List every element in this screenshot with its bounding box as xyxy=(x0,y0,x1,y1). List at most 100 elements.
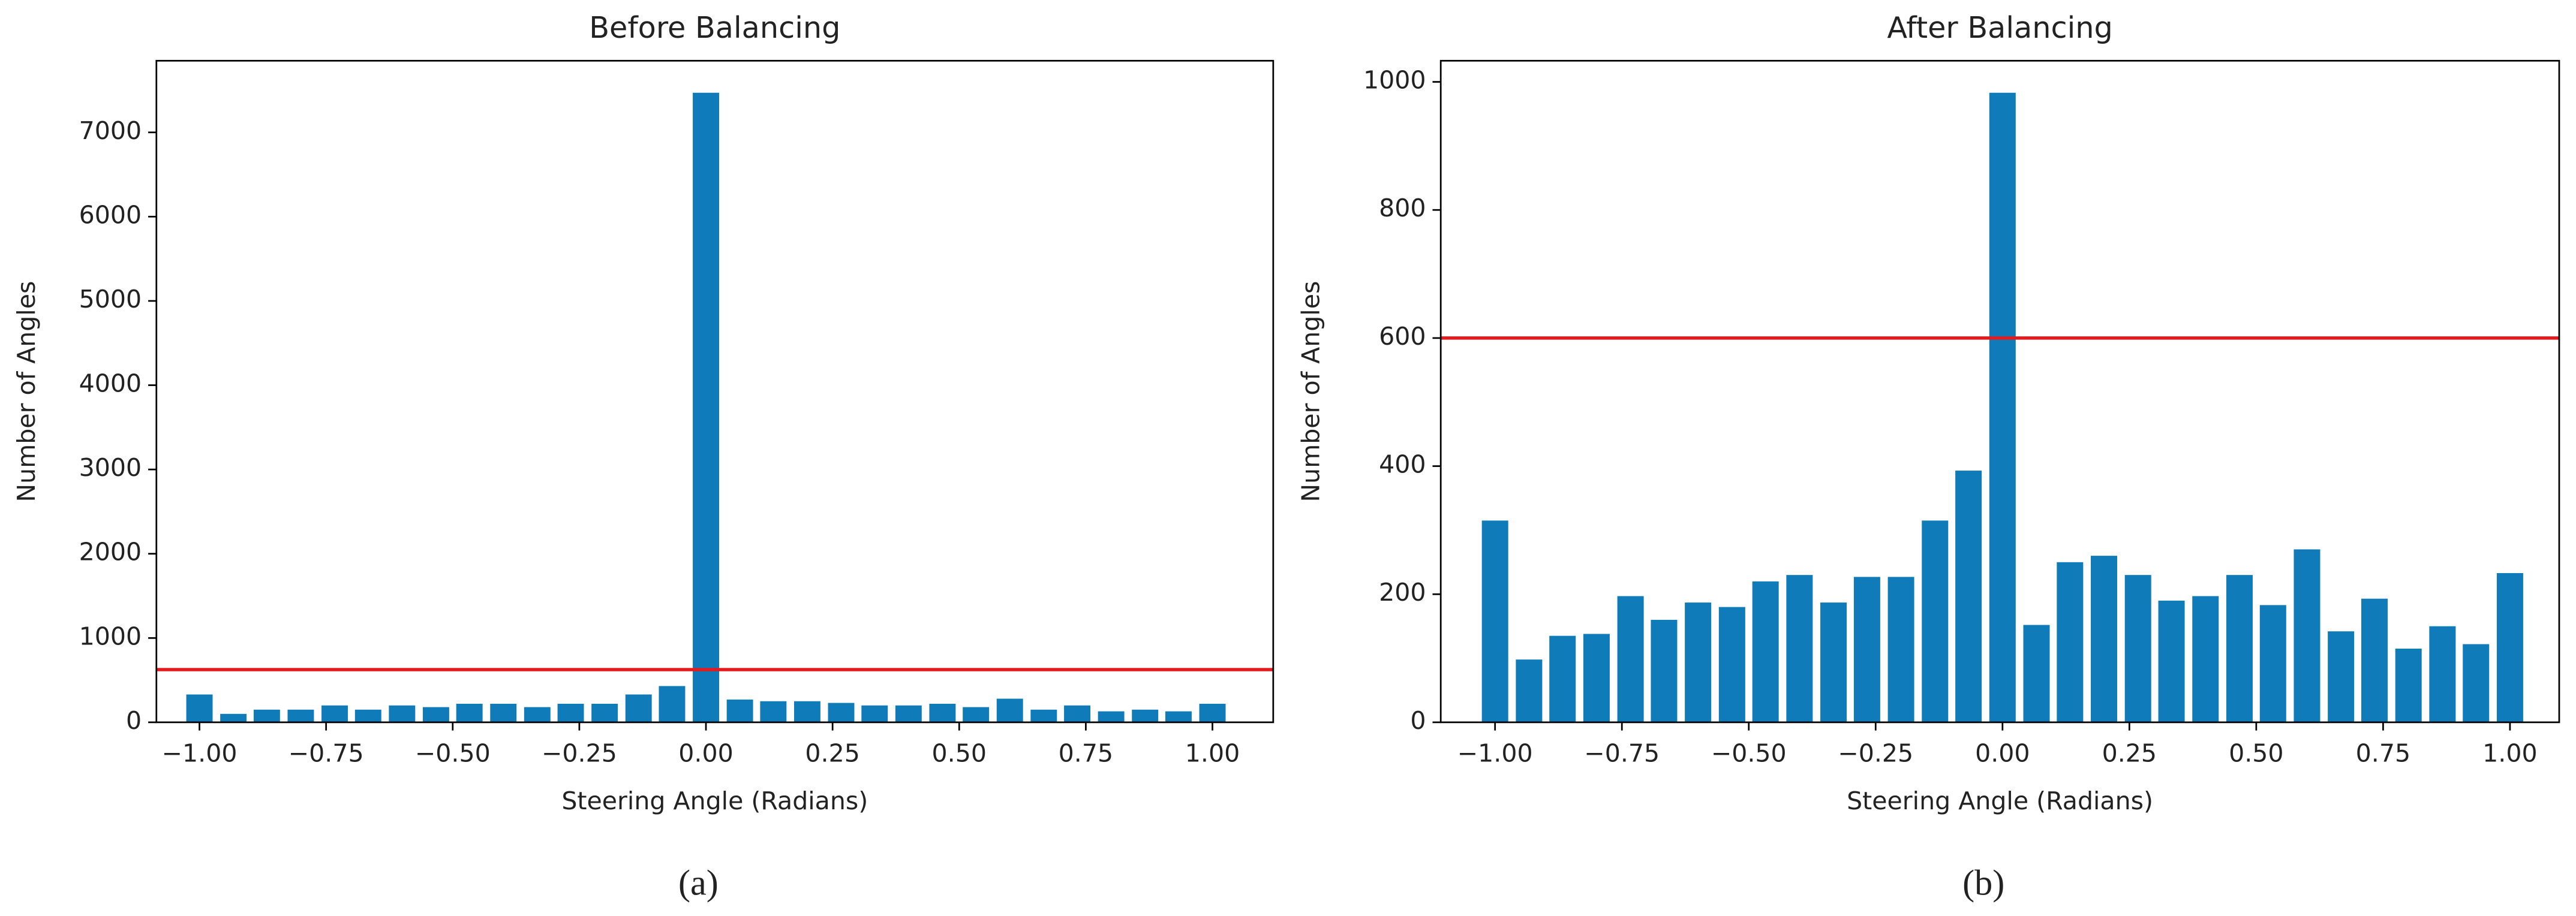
bar xyxy=(2429,626,2456,722)
y-tick-label: 1000 xyxy=(1363,66,1426,95)
x-tick-label: 0.00 xyxy=(678,739,733,768)
bar xyxy=(1030,709,1057,722)
x-axis-label: Steering Angle (Radians) xyxy=(561,787,868,815)
bar xyxy=(2361,598,2388,722)
bar xyxy=(693,92,719,722)
x-tick-label: −0.50 xyxy=(1711,739,1787,768)
bar xyxy=(895,705,922,722)
bar xyxy=(2463,644,2490,722)
bar xyxy=(490,703,517,722)
bar xyxy=(1887,577,1914,722)
bar xyxy=(220,713,247,722)
y-axis-label: Number of Angles xyxy=(12,281,41,502)
bar xyxy=(456,703,483,722)
y-tick-label: 600 xyxy=(1379,322,1426,351)
bar xyxy=(1922,520,1949,722)
bar xyxy=(760,701,787,722)
bar xyxy=(1549,635,1576,722)
caption: (a) xyxy=(678,863,719,903)
bar xyxy=(354,709,381,722)
y-tick-label: 0 xyxy=(126,706,142,735)
x-tick-label: 0.75 xyxy=(1059,739,1113,768)
x-tick-label: 1.00 xyxy=(1185,739,1240,768)
bar xyxy=(659,686,686,722)
bar xyxy=(422,707,449,722)
bar xyxy=(2057,562,2084,722)
y-tick-label: 6000 xyxy=(79,200,142,229)
y-tick-label: 1000 xyxy=(79,622,142,650)
bar xyxy=(2023,625,2050,722)
x-tick-label: −0.25 xyxy=(542,739,617,768)
plot-frame xyxy=(155,59,1275,724)
x-tick-label: 0.25 xyxy=(805,739,859,768)
bar xyxy=(2091,556,2118,722)
bar xyxy=(1718,607,1745,722)
x-tick-label: 0.00 xyxy=(1975,739,2030,768)
caption: (b) xyxy=(1962,863,2004,903)
bar xyxy=(2259,605,2286,722)
x-tick-label: −0.50 xyxy=(415,739,491,768)
bar xyxy=(2395,649,2422,722)
x-tick-label: 1.00 xyxy=(2482,739,2537,768)
chart-title: After Balancing xyxy=(1887,10,2112,45)
bar xyxy=(557,703,584,722)
bar xyxy=(253,709,280,722)
bar xyxy=(1820,602,1847,722)
bar xyxy=(2124,575,2151,722)
y-tick-label: 400 xyxy=(1379,450,1426,479)
bar xyxy=(1989,92,2016,722)
bar xyxy=(1786,575,1813,722)
x-tick-label: 0.25 xyxy=(2102,739,2157,768)
bar xyxy=(1685,602,1712,722)
x-tick-label: −1.00 xyxy=(1457,739,1533,768)
x-tick-label: −0.25 xyxy=(1838,739,1913,768)
bar xyxy=(828,703,855,722)
x-tick-label: 0.75 xyxy=(2356,739,2410,768)
plot-frame xyxy=(1439,59,2560,724)
bar xyxy=(591,703,618,722)
bar xyxy=(524,707,551,722)
y-tick-label: 0 xyxy=(1410,706,1426,735)
y-axis-label: Number of Angles xyxy=(1297,281,1325,502)
x-axis-label: Steering Angle (Radians) xyxy=(1847,787,2153,815)
y-tick-label: 2000 xyxy=(79,538,142,567)
y-tick-label: 4000 xyxy=(79,369,142,398)
bar xyxy=(1199,703,1226,722)
y-tick-label: 5000 xyxy=(79,285,142,314)
bar xyxy=(2328,631,2355,722)
bar xyxy=(963,707,990,722)
bar xyxy=(2294,549,2320,722)
y-tick-label: 7000 xyxy=(79,116,142,145)
bar xyxy=(861,705,888,722)
bar xyxy=(1098,711,1125,722)
bar xyxy=(929,703,956,722)
bar xyxy=(2496,572,2523,722)
bar xyxy=(287,709,314,722)
bar xyxy=(625,694,652,722)
bar xyxy=(321,705,348,722)
x-tick-label: 0.50 xyxy=(932,739,987,768)
bar xyxy=(793,701,820,722)
bar xyxy=(1481,520,1508,722)
bar xyxy=(1617,596,1644,722)
y-tick-label: 200 xyxy=(1379,578,1426,607)
x-tick-label: −1.00 xyxy=(162,739,238,768)
x-tick-label: 0.50 xyxy=(2229,739,2283,768)
bar xyxy=(1853,577,1880,722)
bar xyxy=(1165,711,1192,722)
bar xyxy=(2158,600,2185,722)
bar xyxy=(996,698,1023,722)
bar xyxy=(1132,709,1159,722)
bar xyxy=(1064,705,1090,722)
bar xyxy=(2226,575,2253,722)
bar xyxy=(726,699,753,722)
bar xyxy=(186,694,213,722)
bar xyxy=(389,705,416,722)
bar xyxy=(1752,581,1779,722)
bar xyxy=(1516,659,1543,722)
bar xyxy=(1955,471,1982,722)
chart-title: Before Balancing xyxy=(589,10,840,45)
y-tick-label: 800 xyxy=(1379,194,1426,222)
